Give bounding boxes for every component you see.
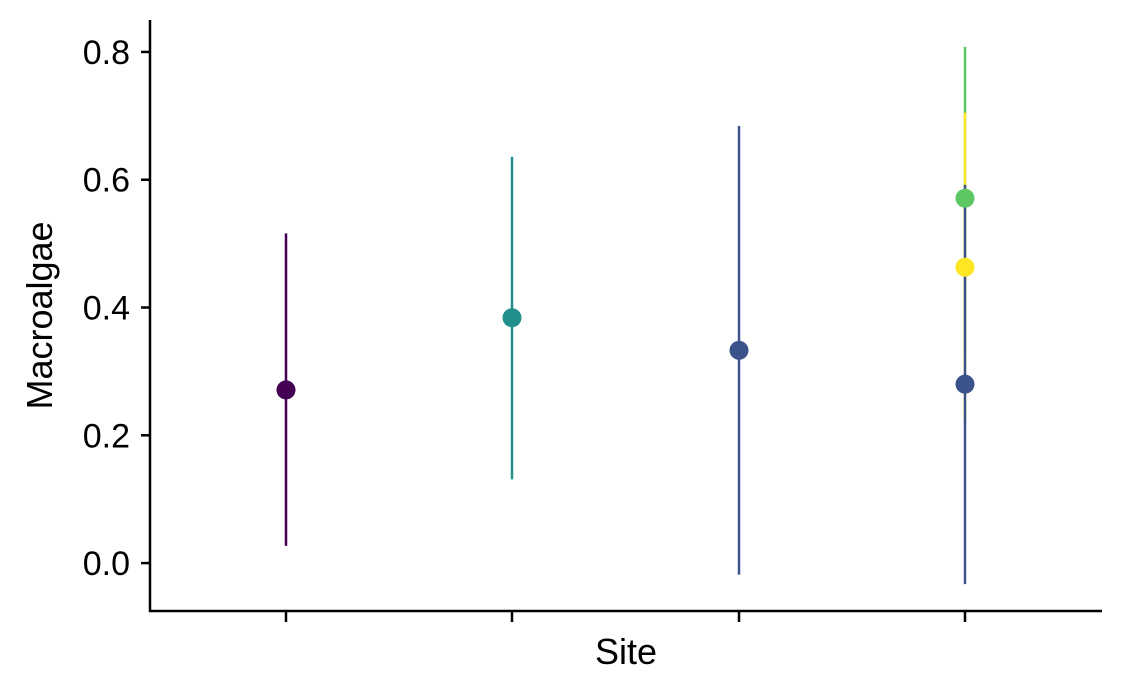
data-point — [729, 340, 749, 360]
data-point — [955, 374, 975, 394]
y-tick-label: 0.2 — [83, 417, 130, 455]
y-tick-label: 0.8 — [83, 34, 130, 72]
data-points — [276, 188, 975, 400]
data-point — [276, 380, 296, 400]
data-point — [502, 308, 522, 328]
x-ticks — [284, 611, 967, 622]
x-axis-title: Site — [595, 631, 657, 672]
y-tick-label: 0.0 — [83, 545, 130, 583]
y-tick-label: 0.6 — [83, 162, 130, 200]
data-point — [955, 188, 975, 208]
y-axis-title: Macroalgae — [19, 221, 60, 409]
y-tick-label: 0.4 — [83, 290, 130, 328]
error-bars — [284, 46, 967, 585]
axes: 0.0 0.2 0.4 0.6 0.8 — [83, 20, 1102, 622]
data-point — [955, 257, 975, 277]
y-ticks: 0.0 0.2 0.4 0.6 0.8 — [83, 34, 150, 583]
